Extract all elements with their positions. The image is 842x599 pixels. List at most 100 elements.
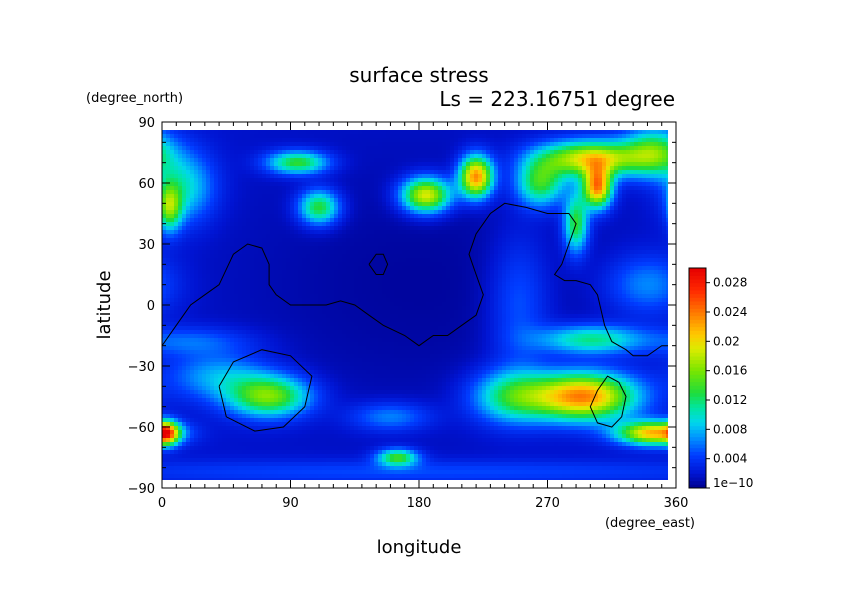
heatmap-cell	[482, 186, 487, 191]
heatmap-cell	[378, 242, 383, 247]
heatmap-cell	[182, 166, 187, 171]
heatmap-cell	[390, 234, 395, 239]
heatmap-cell	[226, 286, 231, 291]
heatmap-cell	[598, 174, 603, 179]
heatmap-cell	[466, 166, 471, 171]
heatmap-cell	[402, 162, 407, 167]
heatmap-cell	[518, 162, 523, 167]
heatmap-cell	[166, 202, 171, 207]
heatmap-cell	[302, 274, 307, 279]
heatmap-cell	[366, 238, 371, 243]
heatmap-cell	[246, 202, 251, 207]
heatmap-cell	[174, 218, 179, 223]
heatmap-cell	[162, 190, 167, 195]
heatmap-cell	[330, 142, 335, 147]
heatmap-cell	[458, 166, 463, 171]
heatmap-cell	[234, 154, 239, 159]
heatmap-cell	[362, 178, 367, 183]
heatmap-cell	[518, 130, 523, 135]
heatmap-cell	[518, 278, 523, 283]
heatmap-cell	[606, 166, 611, 171]
heatmap-cell	[314, 258, 319, 263]
heatmap-cell	[454, 254, 459, 259]
heatmap-cell	[402, 282, 407, 287]
heatmap-cell	[410, 150, 415, 155]
heatmap-cell	[566, 142, 571, 147]
heatmap-cell	[554, 242, 559, 247]
heatmap-cell	[214, 166, 219, 171]
heatmap-cell	[562, 230, 567, 235]
heatmap-cell	[602, 206, 607, 211]
heatmap-cell	[554, 226, 559, 231]
heatmap-cell	[518, 274, 523, 279]
heatmap-cell	[522, 274, 527, 279]
heatmap-cell	[554, 190, 559, 195]
heatmap-cell	[382, 214, 387, 219]
heatmap-cell	[174, 206, 179, 211]
heatmap-cell	[638, 266, 643, 271]
heatmap-cell	[250, 194, 255, 199]
heatmap-cell	[446, 246, 451, 251]
heatmap-cell	[198, 150, 203, 155]
heatmap-cell	[614, 150, 619, 155]
heatmap-cell	[454, 250, 459, 255]
heatmap-cell	[358, 242, 363, 247]
heatmap-cell	[214, 222, 219, 227]
heatmap-cell	[282, 258, 287, 263]
heatmap-cell	[202, 214, 207, 219]
heatmap-cell	[666, 174, 668, 179]
heatmap-cell	[362, 154, 367, 159]
heatmap-cell	[490, 198, 495, 203]
heatmap-cell	[662, 270, 667, 275]
heatmap-cell	[518, 178, 523, 183]
heatmap-cell	[406, 222, 411, 227]
heatmap-cell	[366, 146, 371, 151]
heatmap-cell	[478, 202, 483, 207]
heatmap-cell	[274, 222, 279, 227]
heatmap-cell	[658, 182, 663, 187]
heatmap-cell	[202, 174, 207, 179]
heatmap-cell	[418, 186, 423, 191]
heatmap-cell	[210, 286, 215, 291]
heatmap-cell	[562, 214, 567, 219]
heatmap-cell	[638, 226, 643, 231]
heatmap-cell	[310, 194, 315, 199]
heatmap-cell	[646, 218, 651, 223]
heatmap-cell	[338, 158, 343, 163]
heatmap-cell	[354, 186, 359, 191]
heatmap-cell	[306, 206, 311, 211]
heatmap-cell	[638, 174, 643, 179]
heatmap-cell	[290, 170, 295, 175]
heatmap-cell	[330, 278, 335, 283]
heatmap-cell	[198, 202, 203, 207]
heatmap-cell	[230, 234, 235, 239]
heatmap-cell	[498, 194, 503, 199]
heatmap-cell	[358, 218, 363, 223]
heatmap-cell	[374, 162, 379, 167]
heatmap-cell	[510, 258, 515, 263]
heatmap-cell	[666, 222, 668, 227]
heatmap-cell	[414, 230, 419, 235]
heatmap-cell	[462, 246, 467, 251]
heatmap-cell	[502, 174, 507, 179]
heatmap-cell	[330, 162, 335, 167]
heatmap-cell	[430, 166, 435, 171]
heatmap-cell	[254, 278, 259, 283]
heatmap-cell	[174, 270, 179, 275]
heatmap-cell	[350, 218, 355, 223]
heatmap-cell	[426, 222, 431, 227]
heatmap-cell	[610, 198, 615, 203]
heatmap-cell	[450, 270, 455, 275]
heatmap-cell	[618, 242, 623, 247]
heatmap-cell	[614, 226, 619, 231]
heatmap-cell	[462, 198, 467, 203]
heatmap-cell	[602, 174, 607, 179]
heatmap-cell	[222, 150, 227, 155]
heatmap-cell	[518, 234, 523, 239]
heatmap-cell	[290, 158, 295, 163]
heatmap-cell	[206, 162, 211, 167]
heatmap-cell	[418, 234, 423, 239]
heatmap-cell	[282, 178, 287, 183]
heatmap-cell	[530, 266, 535, 271]
heatmap-cell	[606, 210, 611, 215]
